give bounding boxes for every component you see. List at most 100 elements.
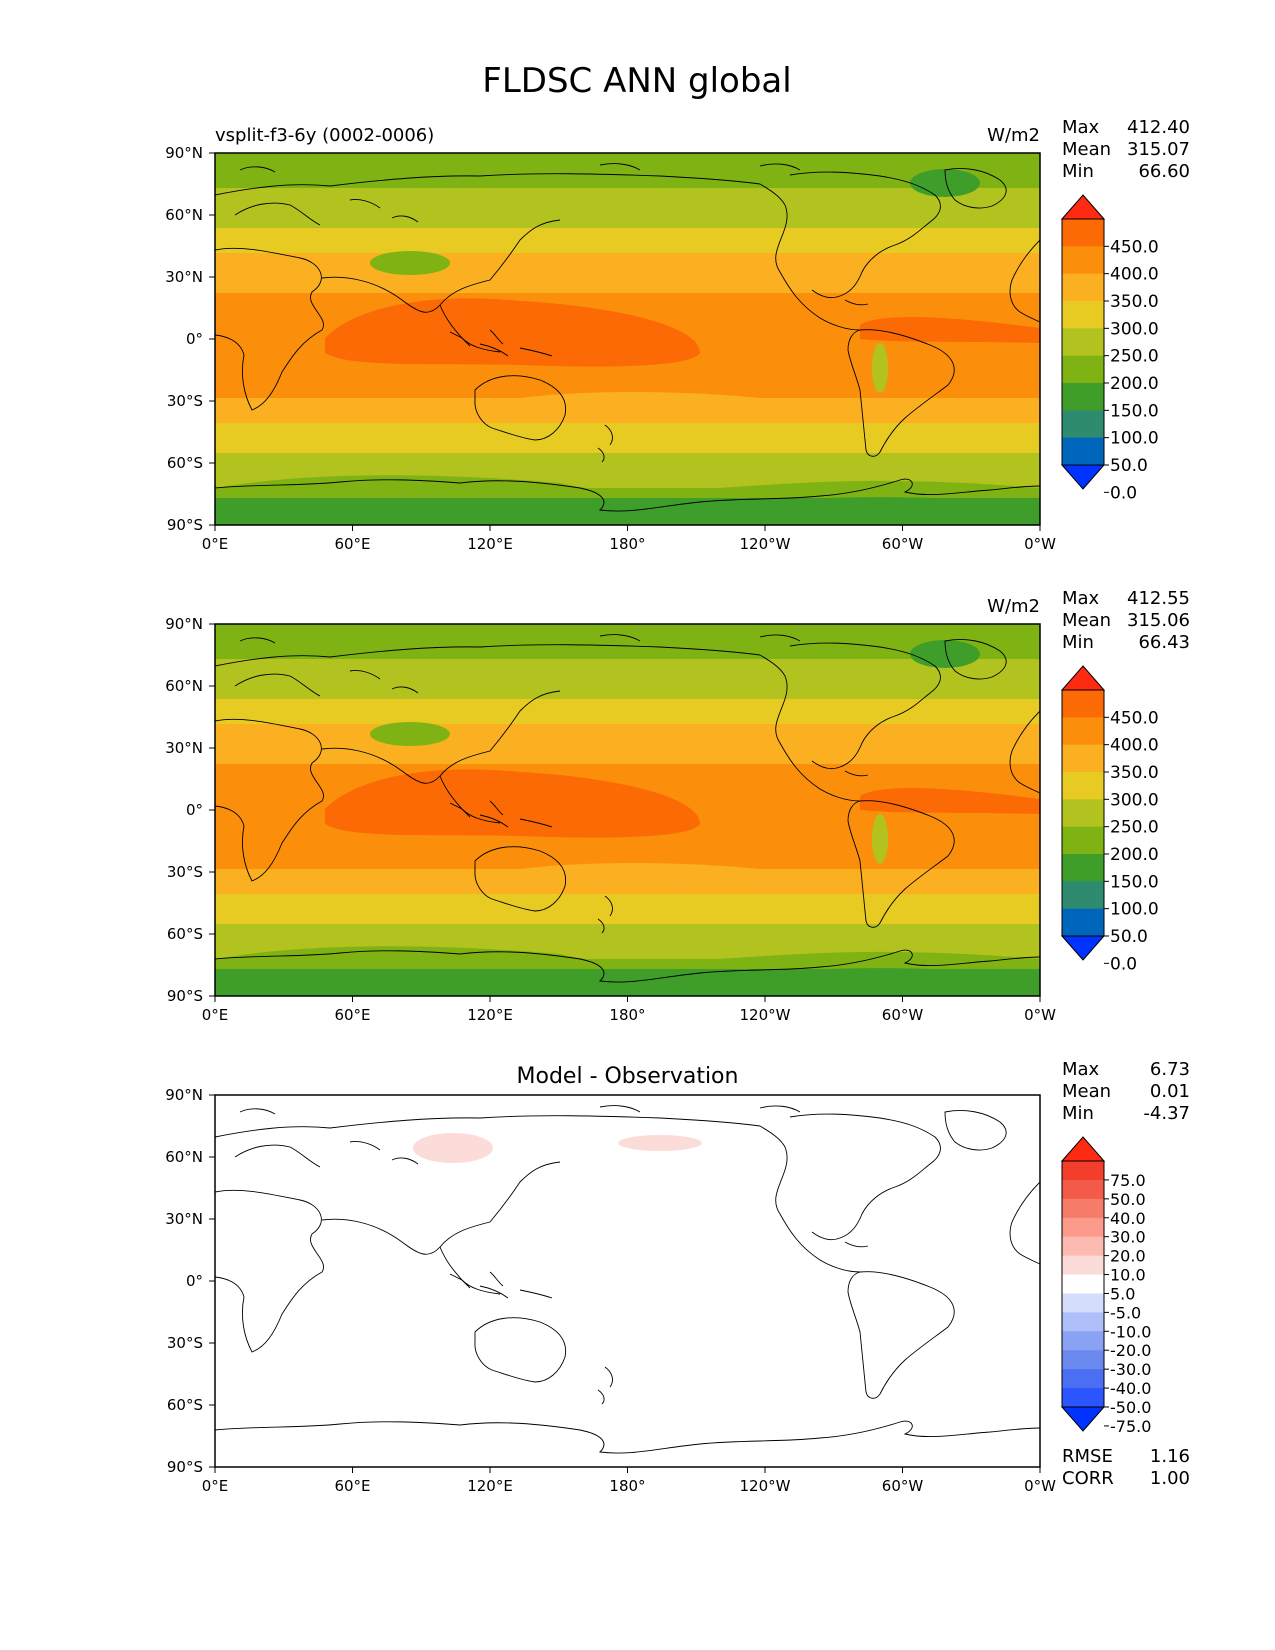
- colorbar-label: 75.0: [1110, 1171, 1146, 1190]
- colorbar-label: 50.0: [1110, 1190, 1146, 1209]
- stat-label: RMSE: [1062, 1446, 1113, 1467]
- panel-units: W/m2: [987, 596, 1040, 617]
- stat-label: Min: [1062, 632, 1094, 653]
- stat-value: 315.07: [1127, 139, 1190, 160]
- lat-tick-label: 30°S: [167, 1334, 203, 1352]
- subtropic-region: [520, 862, 800, 883]
- lon-tick-label: 0°W: [1024, 1477, 1056, 1495]
- colorbar-label: 350.0: [1110, 292, 1159, 312]
- figure-title: FLDSC ANN global: [482, 61, 791, 101]
- colorbar-label: 450.0: [1110, 237, 1159, 257]
- colorbar-label: -5.0: [1110, 1303, 1141, 1322]
- contour-band: [215, 699, 1040, 724]
- colorbar-band: [1062, 799, 1104, 828]
- colorbar-band: [1062, 1350, 1104, 1370]
- colorbar-band: [1062, 301, 1104, 329]
- panel-center-title: Model - Observation: [517, 1064, 739, 1089]
- colorbar-band: [1062, 1331, 1104, 1351]
- lat-tick-label: 90°N: [165, 615, 203, 633]
- colorbar-label: 150.0: [1110, 401, 1159, 421]
- lat-tick-label: 60°N: [165, 1148, 203, 1166]
- colorbar-band: [1062, 854, 1104, 882]
- colorbar-label: -40.0: [1110, 1379, 1151, 1398]
- colorbar-band: [1062, 1179, 1104, 1200]
- colorbar-band: [1062, 273, 1104, 302]
- colorbar-label: 0.0: [1110, 954, 1137, 974]
- contour-band: [215, 659, 1040, 699]
- colorbar-label: 10.0: [1110, 1266, 1146, 1285]
- colorbar-band: [1062, 410, 1104, 439]
- tibet-region: [370, 722, 450, 746]
- colorbar-label: -75.0: [1110, 1417, 1151, 1436]
- contour-band: [215, 624, 1040, 659]
- warm-pool-region: [325, 298, 700, 367]
- colorbar-extend-min: [1060, 935, 1106, 961]
- colorbar-label: -50.0: [1110, 1398, 1151, 1417]
- colorbar-label: 200.0: [1110, 374, 1159, 394]
- lat-tick-label: 0°: [186, 1272, 203, 1290]
- lat-tick-label: 30°S: [167, 863, 203, 881]
- panel-left-title: vsplit-f3-6y (0002-0006): [215, 125, 434, 146]
- stat-value: 6.73: [1150, 1059, 1190, 1080]
- lon-tick-label: 60°E: [334, 1006, 370, 1024]
- colorbar-extend-min: [1060, 464, 1106, 490]
- lon-tick-label: 0°W: [1024, 535, 1056, 553]
- colorbar-reference: 450.0 400.0 350.0 300.0 250.0 200.0 150.0 100.0…: [1060, 665, 1159, 974]
- colorbar-band: [1062, 383, 1104, 411]
- colorbar-frame: [1061, 218, 1105, 466]
- stat-label: Mean: [1062, 139, 1111, 160]
- colorbar-label: 250.0: [1110, 818, 1159, 838]
- colorbar-label: 0.0: [1110, 483, 1137, 503]
- contour-band: [215, 894, 1040, 924]
- colorbar-band: [1062, 437, 1104, 466]
- lat-tick-label: 0°: [186, 801, 203, 819]
- colorbar-band: [1062, 355, 1104, 384]
- stat-value: 1.16: [1150, 1446, 1190, 1467]
- colorbar-label: 50.0: [1110, 456, 1148, 476]
- subtropic-region: [560, 255, 800, 289]
- lon-tick-label: 120°W: [740, 535, 791, 553]
- colorbar-band: [1062, 1388, 1104, 1408]
- lat-tick-label: 90°S: [167, 516, 203, 534]
- stat-value: 66.43: [1138, 632, 1190, 653]
- colorbar-label: 20.0: [1110, 1247, 1146, 1266]
- colorbar-band: [1062, 717, 1104, 746]
- lon-tick-label: 60°E: [334, 1477, 370, 1495]
- lon-tick-label: 120°E: [467, 1006, 513, 1024]
- lon-tick-label: 120°W: [740, 1477, 791, 1495]
- contour-band: [215, 153, 1040, 188]
- colorbar-band: [1062, 1198, 1104, 1219]
- colorbar-band: [1062, 1255, 1104, 1276]
- panel-units: W/m2: [987, 125, 1040, 146]
- colorbar-extend-max: [1060, 1136, 1106, 1162]
- map-field: [215, 153, 1040, 525]
- stat-label: Max: [1062, 1059, 1100, 1080]
- lat-tick-label: 60°N: [165, 206, 203, 224]
- colorbar-label: 400.0: [1110, 736, 1159, 756]
- stat-value: 66.60: [1138, 161, 1190, 182]
- antarctic-edge-region: [560, 497, 1040, 516]
- colorbar-label: 300.0: [1110, 790, 1159, 810]
- lon-tick-label: 0°E: [202, 1477, 229, 1495]
- stat-label: Mean: [1062, 1081, 1111, 1102]
- colorbar-frame: [1061, 1160, 1105, 1408]
- panel-reference: 90°N 60°N 30°N 0° 30°S 60°S 90°S0°E 60°E 120°E 18…: [165, 588, 1190, 1024]
- colorbar-extend-min: [1060, 1406, 1106, 1432]
- contour-band: [215, 188, 1040, 228]
- colorbar-extend-max: [1060, 665, 1106, 691]
- colorbar-band: [1062, 744, 1104, 773]
- colorbar-label: 350.0: [1110, 763, 1159, 783]
- lon-tick-label: 120°E: [467, 535, 513, 553]
- colorbar-label: 5.0: [1110, 1284, 1135, 1303]
- stat-label: Max: [1062, 588, 1100, 609]
- warm-pool-region: [325, 769, 700, 838]
- lat-tick-label: 90°N: [165, 144, 203, 162]
- lat-tick-label: 90°S: [167, 1458, 203, 1476]
- colorbar-label: 40.0: [1110, 1209, 1146, 1228]
- colorbar-label: -20.0: [1110, 1341, 1151, 1360]
- colorbar-band: [1062, 690, 1104, 718]
- colorbar-band: [1062, 246, 1104, 275]
- map-field: [215, 624, 1040, 996]
- lon-tick-label: 0°W: [1024, 1006, 1056, 1024]
